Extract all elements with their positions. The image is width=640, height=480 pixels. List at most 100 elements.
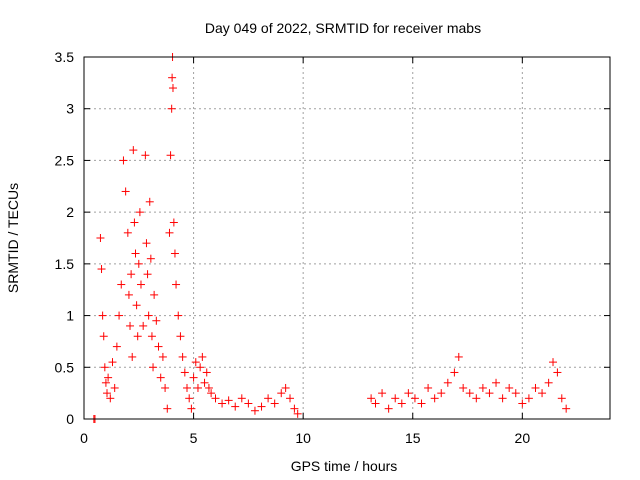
data-point [250,406,259,415]
data-point [141,151,150,160]
data-point [121,187,130,196]
data-point [136,280,145,289]
data-point [147,332,156,341]
data-point [465,389,474,398]
data-point [524,394,533,403]
data-point [150,290,159,299]
data-point [198,352,207,361]
data-point [167,104,176,113]
data-point [117,280,126,289]
data-point [126,321,135,330]
data-point [410,394,419,403]
data-point [100,363,109,372]
x-tick-label: 20 [515,430,531,446]
data-point [166,151,175,160]
data-point [430,394,439,403]
data-point [286,394,295,403]
y-tick-label: 1.5 [55,256,75,272]
data-point [498,394,507,403]
x-tick-label: 5 [190,430,198,446]
data-point [149,363,158,372]
data-point [478,383,487,392]
data-point [549,358,558,367]
data-point [492,378,501,387]
data-points [89,53,571,423]
data-point [129,146,138,155]
data-point [98,311,107,320]
data-point [124,290,133,299]
data-point [180,368,189,377]
data-point [397,399,406,408]
x-tick-label: 10 [295,430,311,446]
data-point [112,342,121,351]
data-point [183,383,192,392]
data-point [553,368,562,377]
data-point [384,404,393,413]
tick-labels: 0 5 10 15 20 0 0.5 1 1.5 2 2.5 3 3.5 [55,49,531,446]
data-point [110,383,119,392]
data-point [106,394,115,403]
data-point [144,311,153,320]
data-point [485,389,494,398]
data-point [404,389,413,398]
data-point [165,228,174,237]
data-point [133,332,142,341]
y-tick-label: 1 [66,308,74,324]
data-point [204,383,213,392]
data-point [450,368,459,377]
chart-title: Day 049 of 2022, SRMTID for receiver mab… [205,20,481,36]
y-tick-label: 2 [66,204,74,220]
x-axis-label: GPS time / hours [291,458,398,474]
data-point [96,234,105,242]
data-point [244,399,253,408]
data-point [293,409,302,418]
data-point [134,259,143,268]
data-point [557,394,566,403]
data-point [437,389,446,398]
data-point [454,352,463,361]
data-point [189,373,198,382]
data-point [511,389,520,398]
data-point [518,399,527,408]
data-point [424,383,433,392]
data-point [108,358,117,367]
y-tick-label: 0.5 [55,359,75,375]
y-tick-label: 0 [66,411,74,427]
data-point [143,270,152,279]
data-point [211,394,220,403]
data-point [131,249,140,258]
data-point [224,396,233,405]
data-point [367,394,376,403]
data-point [146,254,155,263]
data-point [142,239,151,248]
data-point [156,373,165,382]
data-point [104,373,113,382]
data-point [187,404,196,413]
data-point [135,208,144,217]
data-point [169,218,178,227]
data-point [391,394,400,403]
grid [84,57,610,419]
data-point [178,352,187,361]
data-point [152,316,161,325]
data-point [562,404,571,413]
data-point [264,394,273,403]
data-point [115,311,124,320]
data-point [103,389,112,398]
data-point [202,368,211,377]
data-point [200,378,209,387]
data-point [191,358,200,367]
data-point [231,402,240,411]
data-point [290,404,299,413]
data-point [281,383,290,392]
data-point [161,383,170,392]
data-point [443,378,452,387]
data-point [185,394,194,403]
data-point [193,383,202,392]
data-point [237,394,246,403]
data-point [132,301,141,310]
y-tick-label: 3.5 [55,49,75,65]
x-tick-label: 15 [405,430,421,446]
